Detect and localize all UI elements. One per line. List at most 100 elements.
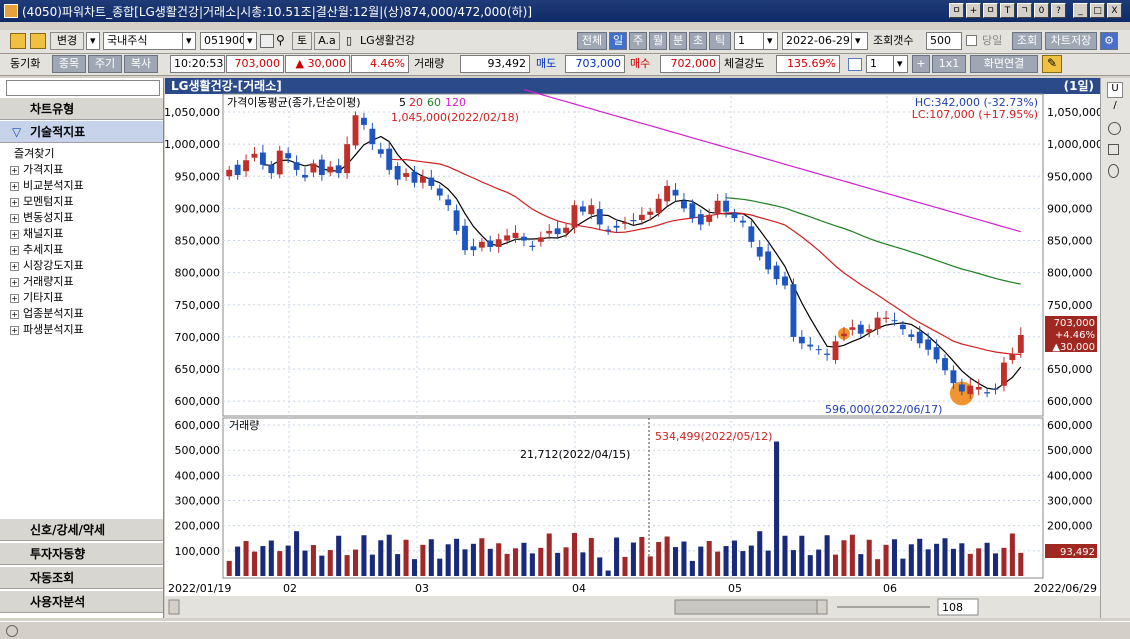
window-ctrl-6[interactable]: 0 [1034,3,1049,18]
window-ctrl-5[interactable]: ㄱ [1017,3,1032,18]
candle [243,160,249,172]
volume-tick-left: 600,000 [175,419,221,432]
font-button[interactable]: A.a [314,32,340,50]
volume-bar [681,541,687,576]
layout-icon[interactable] [848,58,862,71]
chart-mode2-icon[interactable] [30,33,46,49]
tree-item[interactable]: + 파생분석지표 [10,323,84,336]
user-analysis-header[interactable]: 사용자분석 [0,591,163,613]
tree-item[interactable]: + 기타지표 [10,291,64,304]
window-ctrl-1[interactable]: ㅁ [949,3,964,18]
cursor-tool-icon[interactable]: U [1107,82,1123,98]
chart-save-button[interactable]: 차트저장 [1045,32,1097,50]
quote-bid: 702,000 [660,55,720,73]
volume-bar [866,539,872,576]
query-button[interactable]: 조회 [1012,32,1042,50]
talk-button[interactable]: 토 [292,32,312,50]
market-dropdown-icon[interactable]: ▾ [182,32,196,50]
window-ctrl-4[interactable]: T [1000,3,1015,18]
last-price-tag-3: ▲30,000 [1052,342,1095,353]
indicator-header[interactable]: ▽ 기술적지표 [0,121,163,143]
tree-favorites[interactable]: 즐겨찾기 [14,147,55,160]
candle [596,209,603,225]
period-all[interactable]: 전체 [577,32,607,50]
period-count-dropdown[interactable]: ▾ [763,32,778,50]
market-select[interactable]: 국내주식 [103,32,196,50]
rect-tool-icon[interactable] [1108,144,1119,155]
change-dropdown[interactable]: ▾ [86,32,100,50]
chart-header-period: (1일) [1064,79,1094,93]
close-button[interactable]: X [1107,3,1122,18]
screen-link-button[interactable]: 화면연결 [970,55,1038,73]
period-month[interactable]: 월 [649,32,667,50]
chart-mode-icon[interactable] [10,33,26,49]
minimize-button[interactable]: _ [1073,3,1088,18]
calculator-icon[interactable] [260,34,274,48]
tree-item[interactable]: + 업종분석지표 [10,307,84,320]
tree-item[interactable]: + 거래량지표 [10,275,74,288]
volume-bar [816,549,822,576]
chart-type-header[interactable]: 차트유형 [0,98,163,120]
period-day[interactable]: 일 [609,32,627,50]
period-week[interactable]: 주 [629,32,647,50]
indicator-search-input[interactable] [6,80,160,96]
price-tick-left: 950,000 [175,170,221,183]
date-input[interactable]: 2022-06-29 [782,32,868,50]
settings-gear-icon[interactable]: ⚙ [1100,32,1118,50]
volume-bar [260,546,266,576]
vol-tag-text: 93,492 [1060,547,1095,558]
tree-item[interactable]: + 비교분석지표 [10,179,84,192]
chart-area[interactable]: LG생활건강-[거래소] (1일) 1,050,000 1,050,000 1,00… [164,78,1103,618]
candle [765,251,772,270]
tree-item[interactable]: + 변동성지표 [10,211,74,224]
candle [697,214,704,225]
tree-item[interactable]: + 채널지표 [10,227,64,240]
date-dropdown-icon[interactable]: ▾ [851,32,868,50]
add-layout-button[interactable]: + [912,55,930,73]
volume-bar [774,441,780,576]
tree-item[interactable]: + 가격지표 [10,163,64,176]
same-day-checkbox[interactable] [966,35,977,46]
signal-header[interactable]: 신호/강세/약세 [0,519,163,541]
sync-stock-tab[interactable]: 종목 [52,55,86,73]
sync-period-tab[interactable]: 주기 [88,55,122,73]
period-second[interactable]: 초 [689,32,707,50]
investor-header[interactable]: 투자자동향 [0,543,163,565]
quote-time: 10:20:53 [170,55,225,73]
title-bar: (4050)파워차트_종합[LG생활건강|거래소|시총:10.51조|결산월:1… [0,0,1130,22]
x-label-end: 2022/06/29 [1034,582,1097,595]
layout-dropdown-icon[interactable]: ▾ [893,55,908,73]
stock-code-input[interactable]: 051900 [200,32,256,50]
line-tool-icon[interactable]: / [1113,100,1117,111]
help-button[interactable]: ? [1051,3,1066,18]
candle [790,284,797,337]
circle-tool-icon[interactable] [1108,122,1121,135]
change-button[interactable]: 변경 [50,32,84,50]
status-icon [6,625,18,637]
ma-legend-5: 5 [399,96,406,109]
period-tick[interactable]: 틱 [709,32,731,50]
count-input[interactable]: 500 [926,32,962,50]
tree-item[interactable]: + 시장강도지표 [10,259,84,272]
candle [916,331,923,344]
sync-copy-tab[interactable]: 복사 [124,55,158,73]
indicator-tree: 즐겨찾기 + 가격지표 + 비교분석지표 + 모멘텀지표 + 변동성지표 + 채널지표 +… [10,146,84,338]
ratio-button[interactable]: 1x1 [932,55,966,73]
window-ctrl-2[interactable]: + [966,3,981,18]
volume-bar [487,548,493,576]
period-minute[interactable]: 분 [669,32,687,50]
code-dropdown-icon[interactable]: ▾ [243,32,257,50]
pencil-icon[interactable]: ✎ [1042,55,1062,73]
candle [411,171,418,183]
search-icon[interactable]: ⚲ [276,33,285,47]
tree-item[interactable]: + 추세지표 [10,243,64,256]
ma-legend-60: 60 [427,96,441,109]
maximize-button[interactable]: □ [1090,3,1105,18]
window-ctrl-3[interactable]: ㅁ [983,3,998,18]
volume-bar [959,543,965,576]
ellipse-tool-icon[interactable] [1108,164,1119,178]
quote-change: ▲ 30,000 [285,55,350,73]
auto-query-header[interactable]: 자동조회 [0,567,163,589]
tree-item[interactable]: + 모멘텀지표 [10,195,74,208]
price-chart-svg[interactable]: LG생활건강-[거래소] (1일) 1,050,000 1,050,000 1,00… [164,78,1103,618]
